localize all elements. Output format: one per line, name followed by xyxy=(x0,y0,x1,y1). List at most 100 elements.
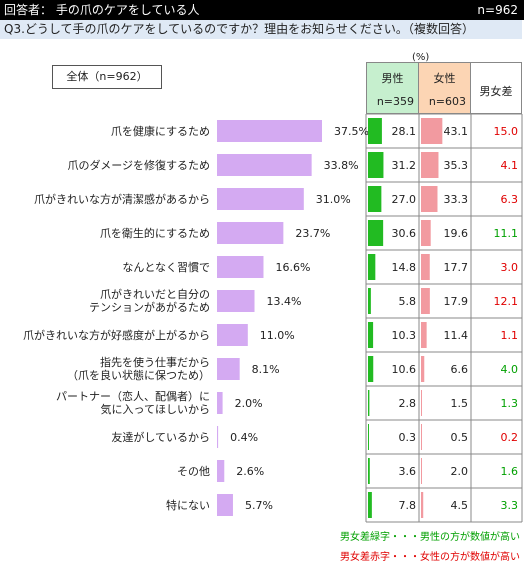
bar-value-label: 23.7% xyxy=(295,227,330,240)
category-label: 爪がきれいだと自分の xyxy=(100,287,210,301)
male-value: 2.8 xyxy=(399,397,417,410)
category-label: テンションがあがるため xyxy=(89,300,210,314)
female-n: n=603 xyxy=(428,95,466,108)
bar-value-label: 2.0% xyxy=(235,397,263,410)
female-value: 1.5 xyxy=(451,397,469,410)
female-bar xyxy=(421,254,430,280)
bar xyxy=(217,290,255,312)
male-value: 0.3 xyxy=(399,431,417,444)
respondent-count: n=962 xyxy=(477,3,518,17)
male-label: 男性 xyxy=(381,72,404,85)
header-bar: 回答者： 手の爪のケアをしている人 n=962 xyxy=(0,0,524,20)
category-label: 爪を健康にするため xyxy=(111,124,210,138)
male-value: 3.6 xyxy=(399,465,417,478)
female-bar xyxy=(421,288,430,314)
male-value: 30.6 xyxy=(392,227,417,240)
bar-value-label: 37.5% xyxy=(334,125,369,138)
category-label: 爪を衛生的にするため xyxy=(100,226,210,240)
diff-value: 3.3 xyxy=(501,499,519,512)
male-bar xyxy=(368,424,369,450)
category-label: その他 xyxy=(177,465,210,478)
diff-value: 12.1 xyxy=(494,295,519,308)
male-n: n=359 xyxy=(376,95,414,108)
diff-value: 15.0 xyxy=(494,125,519,138)
male-value: 5.8 xyxy=(399,295,417,308)
bar-value-label: 8.1% xyxy=(252,363,280,376)
male-value: 31.2 xyxy=(392,159,417,172)
male-bar xyxy=(368,220,384,246)
bar xyxy=(217,188,304,210)
bar-value-label: 31.0% xyxy=(316,193,351,206)
bar xyxy=(217,358,240,380)
female-value: 17.7 xyxy=(444,261,469,274)
legend-note-red: 男女差赤字・・・女性の方が数値が高い xyxy=(340,552,520,563)
male-bar xyxy=(368,152,384,178)
bar-value-label: 0.4% xyxy=(230,431,258,444)
bar xyxy=(217,154,312,176)
diff-value: 1.3 xyxy=(501,397,519,410)
female-bar xyxy=(421,186,438,212)
female-label: 女性 xyxy=(433,72,456,85)
bar xyxy=(217,460,225,482)
diff-value: 6.3 xyxy=(501,193,519,206)
category-label: なんとなく習慣で xyxy=(122,260,210,274)
female-value: 6.6 xyxy=(451,363,469,376)
male-bar xyxy=(368,492,372,518)
diff-value: 1.1 xyxy=(501,329,519,342)
bar xyxy=(217,222,284,244)
bar-value-label: 11.0% xyxy=(260,329,295,342)
diff-value: 3.0 xyxy=(501,261,519,274)
total-label: 全体（n=962） xyxy=(52,65,162,89)
male-bar xyxy=(368,288,371,314)
bar xyxy=(217,426,219,448)
female-bar xyxy=(421,118,443,144)
female-bar xyxy=(421,458,422,484)
bar xyxy=(217,392,223,414)
category-label: （爪を良い状態に保つため） xyxy=(67,368,210,382)
female-bar xyxy=(421,390,422,416)
unit-label: (%) xyxy=(412,52,430,63)
diff-value: 4.0 xyxy=(501,363,519,376)
male-bar xyxy=(368,322,374,348)
bar xyxy=(217,494,233,516)
diff-value: 0.2 xyxy=(501,431,519,444)
bar-value-label: 16.6% xyxy=(275,261,310,274)
female-value: 35.3 xyxy=(444,159,469,172)
male-value: 10.6 xyxy=(392,363,417,376)
male-bar xyxy=(368,356,374,382)
respondent-label: 回答者： 手の爪のケアをしている人 xyxy=(4,3,200,17)
diff-label: 男女差 xyxy=(479,85,513,98)
female-value: 43.1 xyxy=(444,125,469,138)
male-value: 28.1 xyxy=(392,125,417,138)
legend-note-green: 男女差緑字・・・男性の方が数値が高い xyxy=(340,532,520,543)
bar-value-label: 13.4% xyxy=(267,295,302,308)
female-bar xyxy=(421,492,424,518)
female-value: 4.5 xyxy=(451,499,469,512)
female-value: 0.5 xyxy=(451,431,469,444)
female-bar xyxy=(421,356,425,382)
bar xyxy=(217,324,248,346)
male-bar xyxy=(368,390,370,416)
female-bar xyxy=(421,424,422,450)
female-value: 2.0 xyxy=(451,465,469,478)
male-column-header: 男性 n=359 xyxy=(366,62,419,114)
female-bar xyxy=(421,322,427,348)
bar xyxy=(217,256,264,278)
bar-value-label: 5.7% xyxy=(245,499,273,512)
male-bar xyxy=(368,118,382,144)
female-value: 33.3 xyxy=(444,193,469,206)
category-label: 爪がきれいな方が清潔感があるから xyxy=(34,192,210,206)
female-value: 19.6 xyxy=(444,227,469,240)
female-value: 17.9 xyxy=(444,295,469,308)
male-value: 14.8 xyxy=(392,261,417,274)
male-value: 27.0 xyxy=(392,193,417,206)
category-label: 指先を使う仕事だから xyxy=(100,355,210,369)
female-value: 11.4 xyxy=(444,329,469,342)
male-value: 10.3 xyxy=(392,329,417,342)
male-value: 7.8 xyxy=(399,499,417,512)
female-bar xyxy=(421,220,431,246)
bar-value-label: 33.8% xyxy=(324,159,359,172)
category-label: パートナー（恋人、配偶者）に xyxy=(56,389,210,403)
category-label: 気に入ってほしいから xyxy=(101,402,210,416)
